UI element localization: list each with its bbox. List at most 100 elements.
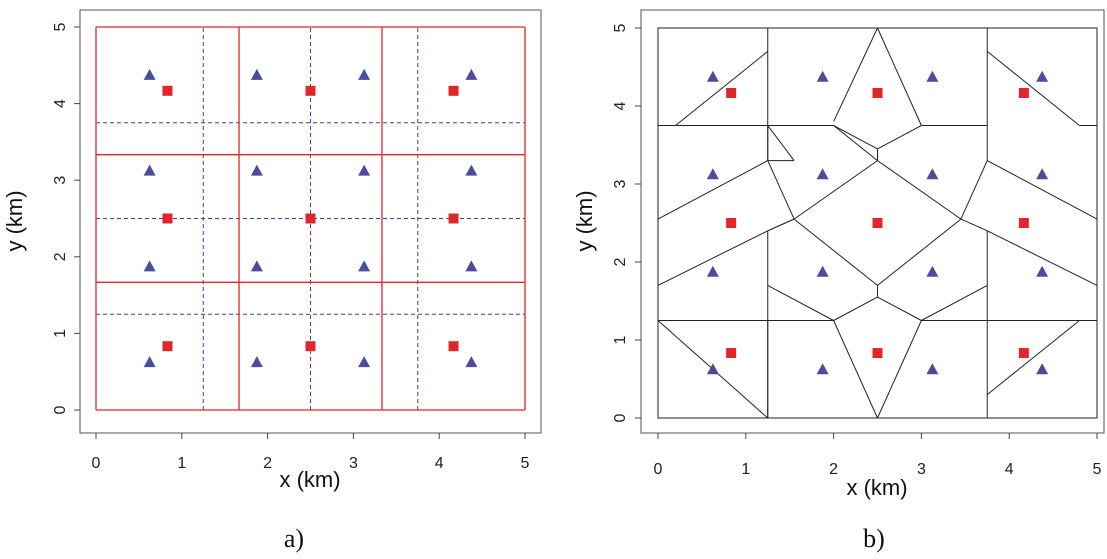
- triangle-point: [1036, 265, 1049, 277]
- x-tick-label: 1: [741, 461, 750, 478]
- voronoi-edge: [657, 160, 768, 220]
- x-tick-label: 2: [829, 461, 838, 478]
- x-axis-label: x (km): [846, 475, 907, 500]
- voronoi-edge: [986, 320, 1080, 395]
- triangle-point: [1036, 168, 1049, 180]
- triangle-point: [250, 260, 263, 272]
- voronoi-edge: [833, 296, 878, 321]
- voronoi-edge: [767, 284, 834, 321]
- x-tick-label: 5: [1093, 461, 1102, 478]
- voronoi-edge: [877, 218, 962, 286]
- x-tick-label: 0: [92, 455, 101, 472]
- triangle-point: [250, 164, 263, 176]
- triangle-point: [465, 260, 478, 272]
- voronoi-edge: [657, 230, 768, 286]
- triangle-point: [358, 356, 371, 368]
- square-point: [726, 87, 737, 98]
- triangle-point: [706, 363, 719, 375]
- y-tick-label: 2: [52, 252, 69, 261]
- x-axis-label: x (km): [279, 467, 340, 492]
- triangle-point: [143, 260, 156, 272]
- triangle-point: [706, 168, 719, 180]
- voronoi-edge: [877, 125, 922, 150]
- square-point: [1018, 218, 1029, 228]
- y-tick-label: 4: [612, 101, 629, 110]
- triangle-point: [706, 265, 719, 277]
- y-tick-label: 4: [52, 99, 69, 108]
- voronoi-edge: [793, 160, 878, 220]
- panel-a: 0 1 2 3 4 5 0 1 2 3 4 5 x (km) y (km) a): [2, 9, 542, 553]
- y-tick-label: 0: [612, 413, 629, 422]
- square-point: [448, 85, 459, 96]
- y-tick-label: 3: [52, 176, 69, 185]
- triangle-point: [358, 68, 371, 80]
- y-tick-label: 0: [52, 405, 69, 414]
- y-tick-label: 2: [612, 257, 629, 266]
- panel-caption: b): [863, 524, 885, 553]
- square-point: [305, 341, 316, 352]
- voronoi-edge: [877, 27, 922, 126]
- triangle-point: [926, 168, 939, 180]
- square-point: [726, 218, 737, 228]
- square-point: [305, 213, 316, 224]
- voronoi-edge: [833, 27, 878, 122]
- voronoi-edge: [793, 218, 878, 286]
- triangle-point: [816, 168, 829, 180]
- square-point: [872, 348, 883, 359]
- voronoi-edge: [833, 320, 878, 419]
- triangle-point: [250, 356, 263, 368]
- voronoi-edge: [877, 320, 922, 419]
- square-point: [1018, 348, 1029, 359]
- triangle-point: [465, 68, 478, 80]
- voronoi-edge: [675, 51, 769, 126]
- y-axis-label: y (km): [572, 190, 597, 251]
- voronoi-edge: [877, 296, 922, 321]
- x-tick-label: 3: [917, 461, 926, 478]
- voronoi-edge: [833, 125, 878, 150]
- voronoi-edge: [877, 160, 962, 220]
- y-tick-label: 5: [52, 22, 69, 31]
- triangle-point: [143, 68, 156, 80]
- x-tick-label: 4: [435, 455, 444, 472]
- y-tick-label: 5: [612, 23, 629, 32]
- plot-frame: [640, 9, 1105, 434]
- triangle-point: [143, 164, 156, 176]
- voronoi-edge: [960, 218, 988, 232]
- x-tick-label: 3: [349, 455, 358, 472]
- x-tick-label: 1: [177, 455, 186, 472]
- square-point: [448, 341, 459, 352]
- square-point: [162, 85, 173, 96]
- triangle-point: [926, 363, 939, 375]
- square-point: [162, 213, 173, 224]
- voronoi-edge: [960, 160, 988, 220]
- triangle-point: [706, 70, 719, 82]
- triangle-point: [358, 260, 371, 272]
- triangle-point: [926, 70, 939, 82]
- triangle-point: [1036, 363, 1049, 375]
- square-point: [448, 213, 459, 224]
- triangle-point: [816, 363, 829, 375]
- voronoi-edge: [833, 125, 878, 161]
- voronoi-edge: [987, 160, 1098, 220]
- triangle-point: [926, 265, 939, 277]
- triangle-point: [1036, 70, 1049, 82]
- panel-b: 0 1 2 3 4 5 0 1 2 3 4 5 x (km) y (km) b): [572, 9, 1105, 553]
- triangle-point: [250, 68, 263, 80]
- square-point: [162, 341, 173, 352]
- triangle-point: [816, 265, 829, 277]
- square-point: [872, 218, 883, 228]
- plot-frame: [79, 9, 542, 434]
- voronoi-edge: [767, 218, 795, 232]
- triangle-point: [816, 70, 829, 82]
- voronoi-edge: [986, 51, 1080, 126]
- y-tick-label: 3: [612, 179, 629, 188]
- voronoi-edge: [767, 125, 795, 161]
- y-tick-label: 1: [52, 329, 69, 338]
- square-point: [872, 87, 883, 98]
- x-tick-label: 0: [654, 461, 663, 478]
- triangle-point: [465, 164, 478, 176]
- voronoi-edge: [767, 160, 795, 220]
- x-tick-label: 2: [263, 455, 272, 472]
- triangle-point: [358, 164, 371, 176]
